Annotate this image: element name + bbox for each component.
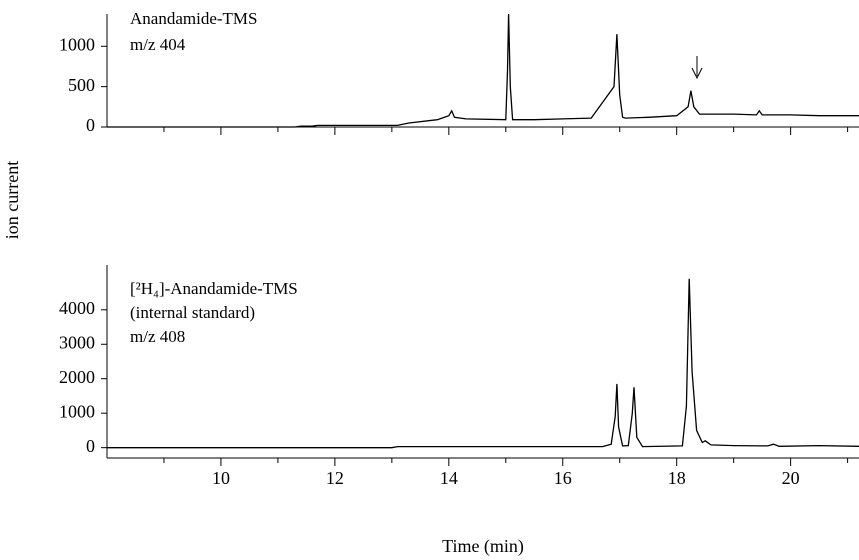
annotation: m/z 408	[130, 327, 185, 346]
y-tick-label: 0	[86, 115, 95, 135]
trace	[107, 13, 859, 128]
x-tick-label: 16	[554, 468, 572, 488]
y-tick-label: 500	[68, 75, 95, 95]
y-tick-label: 1000	[59, 401, 95, 421]
y-tick-label: 4000	[59, 298, 95, 318]
annotation: [²H₄]-Anandamide-TMS	[130, 279, 298, 298]
annotation: m/z 404	[130, 35, 186, 54]
annotation: Anandamide-TMS	[130, 9, 257, 28]
x-tick-label: 12	[326, 468, 344, 488]
trace	[107, 278, 859, 449]
y-axis-label: ion current	[2, 161, 22, 239]
x-tick-label: 14	[440, 468, 458, 488]
x-axis-label: Time (min)	[442, 536, 524, 557]
arrow-head	[691, 67, 703, 80]
annotation: (internal standard)	[130, 303, 255, 322]
x-tick-label: 10	[212, 468, 230, 488]
x-tick-label: 18	[668, 468, 686, 488]
x-tick-label: 20	[782, 468, 800, 488]
y-tick-label: 2000	[59, 367, 95, 387]
y-tick-label: 3000	[59, 332, 95, 352]
y-tick-label: 1000	[59, 34, 95, 54]
y-tick-label: 0	[86, 436, 95, 456]
